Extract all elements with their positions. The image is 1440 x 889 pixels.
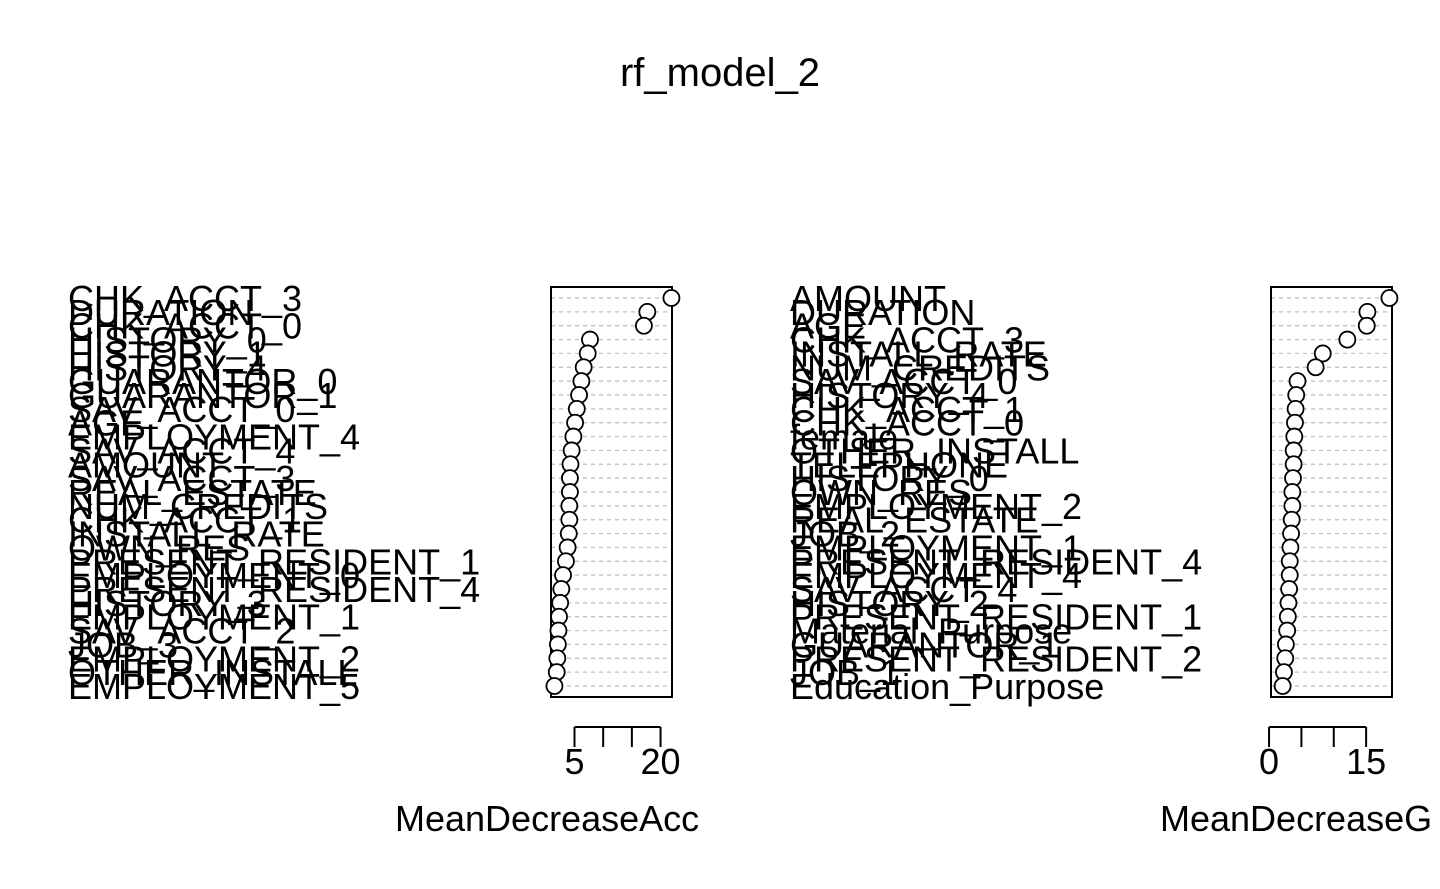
x-tick-label: 20 — [641, 741, 681, 782]
x-axis-title: MeanDecreaseAcc — [395, 798, 699, 839]
variable-label: EMPLOYMENT_5 — [68, 666, 360, 707]
variable-label: INSTALL_RATE — [68, 514, 325, 555]
variable-label: HISTORY_0 — [790, 458, 989, 499]
variable-label: CHK_ACCT_0 — [790, 403, 1024, 444]
variable-label: HISTORY_0 — [68, 320, 267, 361]
variable-label: REAL_ESTATE — [790, 500, 1039, 541]
variable-label: EMPLOYMENT_1 — [68, 597, 360, 638]
variable-label: EMPLOYMENT_4 — [790, 555, 1082, 596]
variable-label: DURATION — [68, 292, 253, 333]
variable-label: AMOUNT — [790, 278, 946, 319]
variable-label: OWN_RES — [790, 472, 972, 513]
importance-point — [1338, 330, 1357, 349]
variable-label: EMPLOYMENT_2 — [790, 486, 1082, 527]
variable-label: DURATION — [790, 292, 975, 333]
variable-label: SAV_ACCT_0 — [68, 389, 295, 430]
variable-label: GUARANTOR_1 — [68, 375, 337, 416]
variable-label: PRESENT_RESIDENT_1 — [68, 541, 480, 582]
importance-point — [662, 289, 681, 307]
variable-label: NUM_CREDITS — [68, 486, 328, 527]
variable-label: PRESENT_RESIDENT_4 — [790, 541, 1202, 582]
variable-label: CHK_ACCT_3 — [68, 278, 302, 319]
variable-label: EMPLOYMENT_2 — [68, 638, 360, 679]
x-axis-title: MeanDecreaseG — [1160, 798, 1432, 839]
importance-point — [1306, 358, 1325, 377]
variable-label: CHK_ACCT_0 — [68, 306, 302, 347]
variable-label: HISTORY_2 — [790, 583, 989, 624]
variable-label: OTHER_INSTALL — [68, 652, 357, 693]
variable-label: JOB_1 — [790, 652, 900, 693]
variable-label: CHK_ACCT_1 — [68, 500, 302, 541]
importance-point — [1380, 289, 1399, 307]
variable-label: Material_Purpose — [790, 611, 1072, 652]
variable-label: NUM_CREDITS — [790, 347, 1050, 388]
variable-label: Education_Purpose — [790, 666, 1104, 707]
variable-label: SAV_ACCT_2 — [68, 611, 295, 652]
variable-label: AMOUNT — [68, 444, 224, 485]
variable-label: PRESENT_RESIDENT_2 — [790, 638, 1202, 679]
x-tick-label: 0 — [1259, 741, 1279, 782]
variable-label: PRESENT_RESIDENT_4 — [68, 569, 480, 610]
importance-point — [635, 316, 653, 335]
variable-label: GUARANTOR_0 — [68, 361, 337, 402]
variable-label: INSTALL_RATE — [790, 333, 1047, 374]
variable-label: SAV_ACCT_0 — [790, 361, 1017, 402]
importance-point — [1273, 677, 1292, 695]
x-tick-label: 15 — [1346, 741, 1386, 782]
accuracy-panel: CHK_ACCT_3DURATIONCHK_ACCT_0HISTORY_0HIS… — [68, 278, 699, 839]
variable-label: SAV_ACCT_3 — [68, 458, 295, 499]
variable-label: PRESENT_RESIDENT_1 — [790, 597, 1202, 638]
importance-point — [1357, 316, 1376, 335]
plot-frame — [550, 286, 673, 698]
variable-label: HISTORY_4 — [68, 347, 267, 388]
variable-label: SAV_ACCT_4 — [68, 430, 295, 471]
variable-label: HISTORY_3 — [68, 583, 267, 624]
variable-label: EMPLOYMENT_0 — [68, 555, 360, 596]
variable-label: OTHER_INSTALL — [790, 430, 1079, 471]
variable-label: JOB_3 — [68, 624, 178, 665]
variable-label: HISTORY_4 — [790, 375, 989, 416]
x-tick-label: 5 — [564, 741, 584, 782]
gini-panel: AMOUNTDURATIONAGECHK_ACCT_3INSTALL_RATEN… — [790, 278, 1432, 839]
variable-label: GUARANTOR_1 — [790, 624, 1059, 665]
variable-label: TELEPHONE — [790, 444, 1008, 485]
importance-point — [545, 677, 564, 695]
variable-label: HISTORY_1 — [68, 333, 267, 374]
variable-label: AGE — [68, 403, 144, 444]
variable-label: EMPLOYMENT_1 — [790, 527, 1082, 568]
variable-label: CHK_ACCT_3 — [790, 320, 1024, 361]
variable-label: OWN_RES — [68, 527, 250, 568]
chart-title: rf_model_2 — [620, 51, 820, 95]
variable-label: female — [790, 417, 898, 458]
variable-label: EMPLOYMENT_4 — [68, 417, 360, 458]
plot-frame — [1270, 286, 1393, 698]
variable-label: REAL_ESTATE — [68, 472, 317, 513]
variable-label: JOB_2 — [790, 514, 900, 555]
importance-point — [1313, 344, 1332, 363]
variable-label: SAV_ACCT_4 — [790, 569, 1017, 610]
variable-label: CHK_ACCT_1 — [790, 389, 1024, 430]
variable-label: AGE — [790, 306, 866, 347]
